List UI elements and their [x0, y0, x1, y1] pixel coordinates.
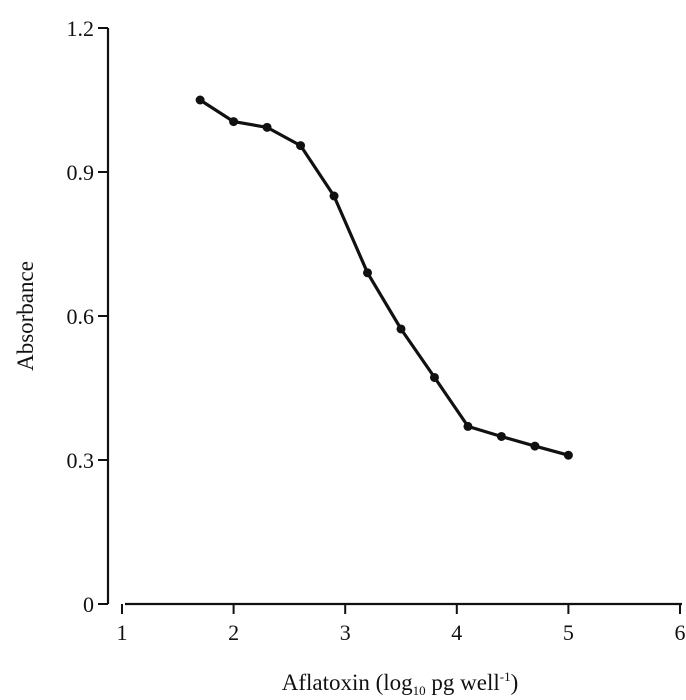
- x-axis-label-suffix: ): [511, 670, 519, 695]
- y-ticks: 0 0.3 0.6 0.9 1.2: [67, 16, 108, 617]
- x-axis-label-superscript: -1: [500, 669, 511, 684]
- x-axis-label-middle: pg well: [426, 670, 500, 695]
- x-tick-label: 6: [675, 620, 686, 645]
- data-point: [396, 324, 406, 334]
- y-tick-label: 0.6: [67, 304, 95, 329]
- x-tick-label: 1: [117, 620, 128, 645]
- data-point: [463, 421, 473, 431]
- data-point: [329, 191, 339, 201]
- y-tick-label: 0: [83, 592, 94, 617]
- y-tick-label: 1.2: [67, 16, 95, 41]
- y-tick-label: 0.9: [67, 160, 95, 185]
- data-point: [496, 431, 506, 441]
- y-tick-label: 0.3: [67, 448, 95, 473]
- data-point: [296, 141, 306, 151]
- data-point: [195, 95, 205, 105]
- y-axis-label: Absorbance: [13, 261, 38, 371]
- x-tick-label: 3: [340, 620, 351, 645]
- data-point: [363, 268, 373, 278]
- x-axis-label: Aflatoxin (log10 pg well-1): [282, 669, 519, 698]
- x-tick-label: 5: [563, 620, 574, 645]
- x-ticks: 1 2 3 4 5 6: [117, 604, 686, 645]
- series-line: [198, 98, 571, 457]
- data-point: [563, 450, 573, 460]
- data-point: [262, 122, 272, 132]
- data-point: [229, 117, 239, 127]
- data-point: [530, 441, 540, 451]
- x-tick-label: 2: [228, 620, 239, 645]
- x-axis-label-subscript: 10: [413, 683, 426, 698]
- data-point: [429, 372, 439, 382]
- x-tick-label: 4: [451, 620, 462, 645]
- x-axis-label-prefix: Aflatoxin (log: [282, 670, 413, 695]
- series-layer: [195, 95, 573, 460]
